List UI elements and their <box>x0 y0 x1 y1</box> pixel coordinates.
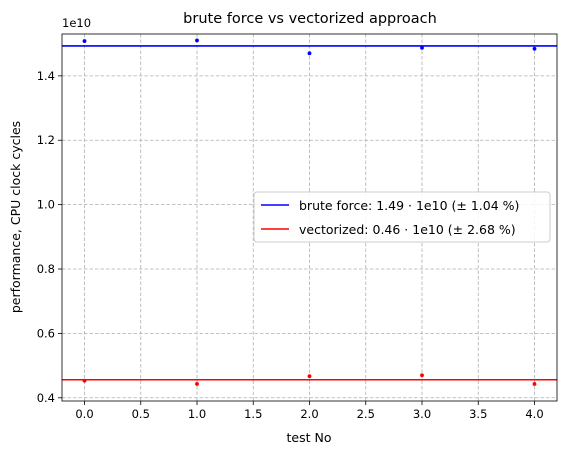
brute-force-point <box>195 38 199 43</box>
legend-label-brute-force: brute force: 1.49 · 1e10 (± 1.04 %) <box>299 198 519 213</box>
x-tick-label: 3.0 <box>413 407 431 421</box>
vectorized-point <box>82 378 87 383</box>
vectorized-point <box>532 382 537 386</box>
x-tick-label: 3.5 <box>469 407 487 421</box>
chart-title: brute force vs vectorized approach <box>183 11 437 27</box>
y-tick-label: 1.0 <box>37 198 55 212</box>
x-tick-label: 4.0 <box>525 407 543 421</box>
x-axis-label: test No <box>287 430 332 445</box>
y-tick-label: 0.4 <box>37 391 55 405</box>
vectorized-point <box>195 382 199 386</box>
y-axis-label: performance, CPU clock cycles <box>8 121 23 313</box>
brute-force-point <box>82 39 87 43</box>
y-tick-label: 1.4 <box>37 69 55 83</box>
vectorized-point <box>420 373 424 378</box>
y-tick-label: 0.8 <box>37 262 55 276</box>
legend-frame <box>253 191 551 243</box>
x-tick-label: 0.5 <box>132 407 150 421</box>
legend-label-vectorized: vectorized: 0.46 · 1e10 (± 2.68 %) <box>299 222 516 237</box>
brute-force-point <box>420 45 424 50</box>
y-tick-label: 0.6 <box>37 326 55 340</box>
legend: brute force: 1.49 · 1e10 (± 1.04 %) vect… <box>253 191 551 243</box>
x-tick-label: 2.0 <box>300 407 318 421</box>
vectorized-point <box>307 374 312 379</box>
x-tick-label: 2.5 <box>357 407 375 421</box>
ticks: 0.0 0.5 1.0 1.5 2.0 2.5 3.0 3.5 4.0 0.4 0.6 0.8 1.0 1… <box>37 69 544 421</box>
y-offset-label: 1e10 <box>62 16 91 30</box>
x-tick-label: 1.0 <box>188 407 206 421</box>
x-tick-label: 1.5 <box>244 407 262 421</box>
y-tick-label: 1.2 <box>37 133 55 147</box>
brute-force-point <box>307 51 312 56</box>
brute-force-point <box>532 46 537 51</box>
series-layer <box>62 38 557 386</box>
x-tick-label: 0.0 <box>75 407 93 421</box>
